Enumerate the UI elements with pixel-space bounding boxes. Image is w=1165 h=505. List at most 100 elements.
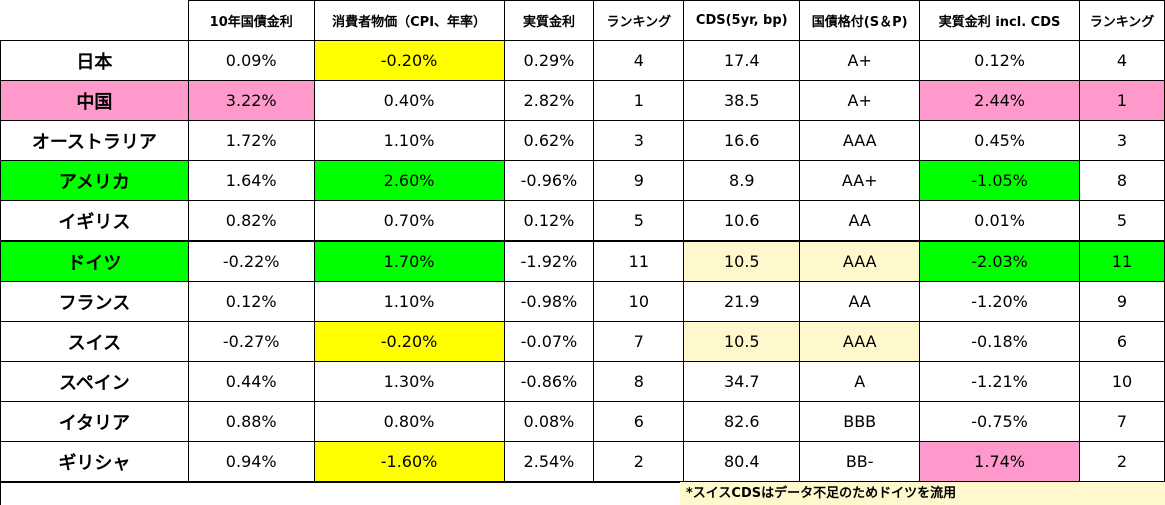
rating-cell: BB- [799, 441, 921, 483]
yield-cell: 0.88% [187, 401, 315, 442]
ranking-cell: 8 [593, 361, 685, 402]
real-rate-cell: 2.54% [503, 441, 595, 483]
ranking-incl-cds-cell: 10 [1079, 361, 1165, 402]
yield-cell: 0.94% [187, 441, 315, 483]
left-border [0, 481, 1, 505]
ranking-incl-cds-cell: 6 [1079, 321, 1165, 362]
cpi-cell: 0.40% [313, 80, 505, 121]
real-interest-rate-table: 10年国債金利 消費者物価（CPI、年率） 実質金利 ランキング CDS(5yr… [0, 0, 1165, 483]
ranking-incl-cds-cell: 4 [1079, 40, 1165, 81]
yield-cell: 0.12% [187, 281, 315, 322]
header-10y-yield: 10年国債金利 [187, 0, 315, 41]
country-cell: アメリカ [0, 160, 189, 201]
header-rating: 国債格付(S＆P) [799, 0, 921, 41]
real-rate-incl-cds-cell: -1.21% [919, 361, 1081, 402]
cpi-cell: 1.70% [313, 240, 505, 282]
yield-cell: -0.27% [187, 321, 315, 362]
rating-cell: AAA [799, 321, 921, 362]
country-cell: ドイツ [0, 240, 189, 282]
yield-cell: 3.22% [187, 80, 315, 121]
real-rate-cell: 2.82% [503, 80, 595, 121]
cds-cell: 17.4 [683, 40, 801, 81]
real-rate-cell: -1.92% [503, 240, 595, 282]
real-rate-cell: -0.96% [503, 160, 595, 201]
cpi-cell: 0.80% [313, 401, 505, 442]
cds-cell: 82.6 [683, 401, 801, 442]
yield-cell: 0.82% [187, 200, 315, 242]
header-real-rate-incl-cds: 実質金利 incl. CDS [919, 0, 1081, 41]
rating-cell: AA [799, 200, 921, 242]
real-rate-cell: 0.62% [503, 120, 595, 161]
country-cell: ギリシャ [0, 441, 189, 483]
country-cell: イタリア [0, 401, 189, 442]
ranking-cell: 1 [593, 80, 685, 121]
rating-cell: A+ [799, 80, 921, 121]
cds-cell: 16.6 [683, 120, 801, 161]
real-rate-cell: -0.98% [503, 281, 595, 322]
header-row: 10年国債金利 消費者物価（CPI、年率） 実質金利 ランキング CDS(5yr… [1, 0, 1165, 41]
real-rate-incl-cds-cell: -1.20% [919, 281, 1081, 322]
ranking-incl-cds-cell: 2 [1079, 441, 1165, 483]
cpi-cell: 1.30% [313, 361, 505, 402]
cpi-cell: 0.70% [313, 200, 505, 242]
rating-cell: AA+ [799, 160, 921, 201]
cpi-cell: -0.20% [313, 40, 505, 81]
country-cell: イギリス [0, 200, 189, 242]
ranking-cell: 3 [593, 120, 685, 161]
table-row: ギリシャ 0.94% -1.60% 2.54% 2 80.4 BB- 1.74%… [0, 441, 1165, 483]
real-rate-incl-cds-cell: 0.01% [919, 200, 1081, 242]
table-row: オーストラリア 1.72% 1.10% 0.62% 3 16.6 AAA 0.4… [0, 120, 1165, 161]
table-row: スイス -0.27% -0.20% -0.07% 7 10.5 AAA -0.1… [0, 321, 1165, 362]
header-ranking: ランキング [593, 0, 685, 41]
ranking-incl-cds-cell: 8 [1079, 160, 1165, 201]
country-cell: フランス [0, 281, 189, 322]
real-rate-incl-cds-cell: 0.12% [919, 40, 1081, 81]
cds-cell: 21.9 [683, 281, 801, 322]
header-corner [1, 1, 189, 41]
header-ranking-incl-cds: ランキング [1079, 0, 1165, 41]
cds-cell: 8.9 [683, 160, 801, 201]
ranking-cell: 7 [593, 321, 685, 362]
real-rate-incl-cds-cell: 0.45% [919, 120, 1081, 161]
header-cds: CDS(5yr, bp) [683, 0, 801, 41]
table-row: アメリカ 1.64% 2.60% -0.96% 9 8.9 AA+ -1.05%… [0, 160, 1165, 201]
real-rate-cell: 0.12% [503, 200, 595, 242]
ranking-cell: 2 [593, 441, 685, 483]
cpi-cell: 1.10% [313, 120, 505, 161]
cpi-cell: 2.60% [313, 160, 505, 201]
ranking-incl-cds-cell: 1 [1079, 80, 1165, 121]
table-row: フランス 0.12% 1.10% -0.98% 10 21.9 AA -1.20… [0, 281, 1165, 322]
real-rate-incl-cds-cell: -2.03% [919, 240, 1081, 282]
cds-cell: 10.5 [683, 321, 801, 362]
cpi-cell: -0.20% [313, 321, 505, 362]
yield-cell: 0.44% [187, 361, 315, 402]
cpi-cell: -1.60% [313, 441, 505, 483]
real-rate-cell: 0.29% [503, 40, 595, 81]
ranking-cell: 11 [593, 240, 685, 282]
real-rate-cell: -0.07% [503, 321, 595, 362]
footnote: *スイスCDSはデータ不足のためドイツを流用 [680, 482, 1165, 505]
table-row: 中国 3.22% 0.40% 2.82% 1 38.5 A+ 2.44% 1 [0, 80, 1165, 121]
rating-cell: A+ [799, 40, 921, 81]
ranking-cell: 4 [593, 40, 685, 81]
country-cell: 日本 [0, 40, 189, 81]
yield-cell: 1.64% [187, 160, 315, 201]
ranking-incl-cds-cell: 7 [1079, 401, 1165, 442]
country-cell: オーストラリア [0, 120, 189, 161]
table-row: イタリア 0.88% 0.80% 0.08% 6 82.6 BBB -0.75%… [0, 401, 1165, 442]
ranking-cell: 9 [593, 160, 685, 201]
real-rate-incl-cds-cell: 1.74% [919, 441, 1081, 483]
cpi-cell: 1.10% [313, 281, 505, 322]
real-rate-incl-cds-cell: -1.05% [919, 160, 1081, 201]
ranking-incl-cds-cell: 5 [1079, 200, 1165, 242]
table-row: 日本 0.09% -0.20% 0.29% 4 17.4 A+ 0.12% 4 [0, 40, 1165, 81]
real-rate-incl-cds-cell: -0.18% [919, 321, 1081, 362]
yield-cell: 0.09% [187, 40, 315, 81]
rating-cell: AAA [799, 240, 921, 282]
real-rate-cell: -0.86% [503, 361, 595, 402]
ranking-incl-cds-cell: 3 [1079, 120, 1165, 161]
ranking-incl-cds-cell: 11 [1079, 240, 1165, 282]
country-cell: 中国 [0, 80, 189, 121]
country-cell: スイス [0, 321, 189, 362]
table-row: イギリス 0.82% 0.70% 0.12% 5 10.6 AA 0.01% 5 [0, 200, 1165, 242]
